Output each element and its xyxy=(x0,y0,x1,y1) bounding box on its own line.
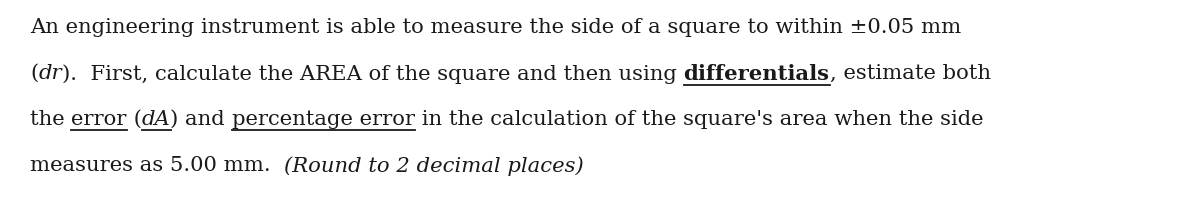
Text: dA: dA xyxy=(142,110,170,129)
Text: (: ( xyxy=(127,110,142,129)
Text: (Round to 2 decimal places): (Round to 2 decimal places) xyxy=(284,156,584,176)
Text: ) and: ) and xyxy=(170,110,232,129)
Text: (: ( xyxy=(30,64,38,83)
Text: dr: dr xyxy=(38,64,62,83)
Text: percentage error: percentage error xyxy=(232,110,415,129)
Text: measures as 5.00 mm.: measures as 5.00 mm. xyxy=(30,156,284,175)
Text: error: error xyxy=(71,110,127,129)
Text: An engineering instrument is able to measure the side of a square to within ±0.0: An engineering instrument is able to mea… xyxy=(30,18,961,37)
Text: , estimate both: , estimate both xyxy=(829,64,990,83)
Text: the: the xyxy=(30,110,71,129)
Text: differentials: differentials xyxy=(684,64,829,84)
Text: in the calculation of the square's area when the side: in the calculation of the square's area … xyxy=(415,110,983,129)
Text: ).  First, calculate the AREA of the square and then using: ). First, calculate the AREA of the squa… xyxy=(62,64,684,84)
